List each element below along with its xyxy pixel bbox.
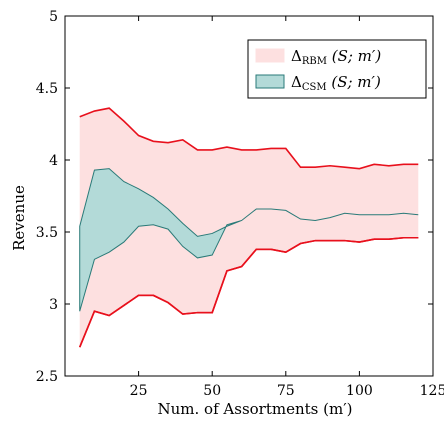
y-tick-label: 3.5 [36,225,58,241]
series-rbm-lower-line-overlay [78,236,419,348]
y-tick-label: 4 [49,153,58,169]
y-tick-label: 2.5 [36,369,58,385]
x-tick-label: 50 [203,383,221,399]
x-tick-label: 25 [130,383,148,399]
legend-label-csm: ΔCSM (S; m′) [291,73,381,93]
axes-layer: 25 50 75 100 125 2.5 3 3.5 4 4.5 5 [36,9,444,399]
y-tick-label: 4.5 [36,81,58,97]
series-layer [78,107,419,348]
y-axis-title: Revenue [10,185,28,251]
legend-swatch-rbm [255,48,285,63]
x-tick-label: 75 [277,383,295,399]
legend-swatch-csm [255,74,285,89]
x-tick-label: 100 [346,383,373,399]
plot-frame [64,15,434,377]
series-rbm-upper-line [79,107,419,170]
y-tick-label: 3 [49,297,58,313]
legend-label-rbm: ΔRBM (S; m′) [291,47,381,67]
series-csm-band [79,168,419,312]
y-tick-label: 5 [49,9,58,25]
x-tick-label: 125 [420,383,444,399]
series-rbm-band [79,108,419,348]
legend: ΔRBM (S; m′) ΔCSM (S; m′) [247,39,427,99]
x-axis-title: Num. of Assortments (m′) [158,400,353,418]
